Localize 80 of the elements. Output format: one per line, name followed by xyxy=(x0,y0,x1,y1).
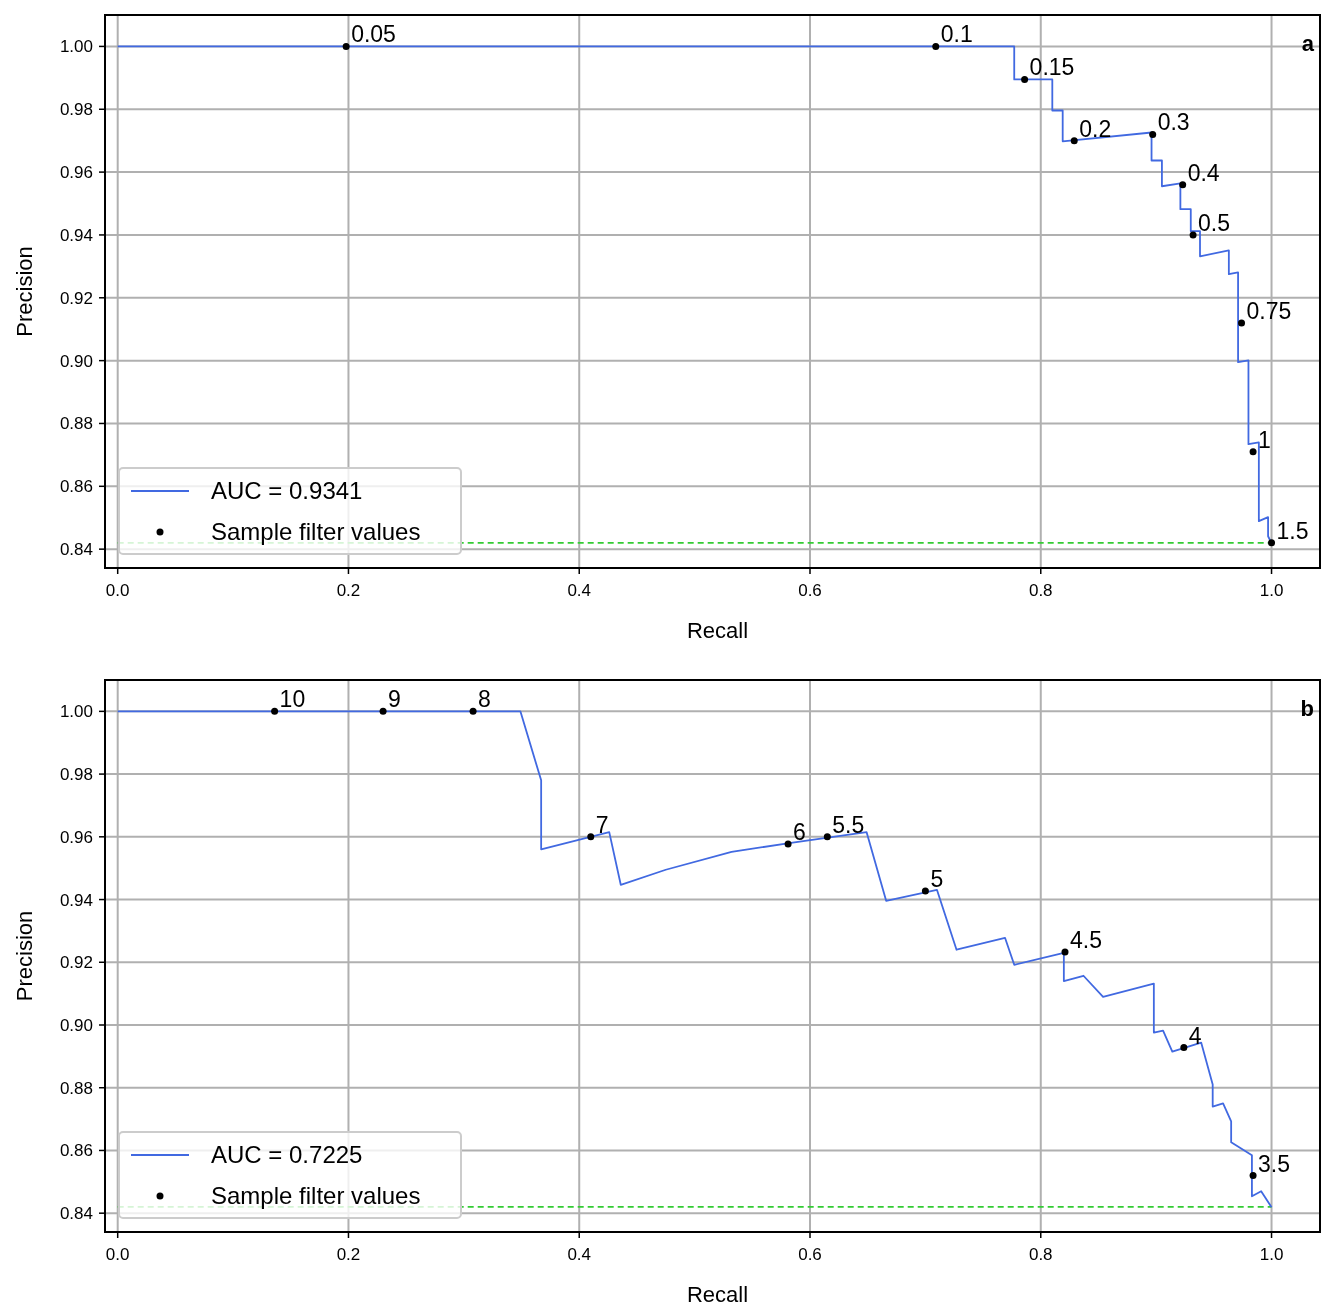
point xyxy=(1249,1172,1257,1180)
point xyxy=(1070,137,1078,145)
annotation: 0.5 xyxy=(1198,209,1231,236)
y-axis-title: Precision xyxy=(12,246,37,337)
point xyxy=(469,707,477,715)
point xyxy=(823,833,831,841)
legend-label: Sample filter values xyxy=(211,1182,421,1209)
point xyxy=(1249,448,1257,456)
y-tick-label: 0.98 xyxy=(59,765,93,785)
point xyxy=(1061,948,1069,956)
y-tick-label: 0.88 xyxy=(59,414,93,434)
point xyxy=(1021,75,1029,83)
y-tick-label: 0.88 xyxy=(59,1078,93,1098)
y-tick-label: 0.92 xyxy=(59,288,93,308)
legend-label: Sample filter values xyxy=(211,518,421,545)
x-tick-label: 0.0 xyxy=(105,1245,130,1264)
legend-label: AUC = 0.9341 xyxy=(211,477,363,504)
y-tick-label: 1.00 xyxy=(59,702,93,722)
x-tick-label: 0.6 xyxy=(798,581,822,600)
y-tick-label: 0.90 xyxy=(59,1016,93,1035)
annotation: 9 xyxy=(388,686,401,713)
y-tick-label: 0.94 xyxy=(59,890,93,910)
annotation: 7 xyxy=(595,811,609,838)
annotation: 0.2 xyxy=(1079,115,1112,142)
x-axis-title: Recall xyxy=(686,618,749,643)
y-tick-label: 0.96 xyxy=(59,827,93,847)
point xyxy=(921,887,929,895)
x-tick-label: 0.8 xyxy=(1028,581,1053,600)
annotation: 0.05 xyxy=(351,21,396,48)
annotation: 1.5 xyxy=(1276,517,1309,544)
y-tick-label: 0.96 xyxy=(59,163,93,183)
annotation: 5.5 xyxy=(832,811,865,838)
point xyxy=(587,833,595,841)
annotation: 1 xyxy=(1258,426,1271,453)
annotation: b xyxy=(1300,696,1314,721)
x-tick-label: 0.4 xyxy=(567,1245,592,1264)
annotation: 0.1 xyxy=(940,21,973,48)
point xyxy=(1238,319,1246,327)
y-axis-title: Precision xyxy=(12,910,37,1002)
legend-label: AUC = 0.7225 xyxy=(211,1141,363,1168)
x-tick-label: 0.4 xyxy=(567,581,592,600)
y-tick-label: 0.92 xyxy=(59,953,93,973)
point xyxy=(1189,231,1197,239)
annotation: 4.5 xyxy=(1070,926,1102,953)
point xyxy=(1179,181,1187,189)
point xyxy=(379,707,387,715)
point xyxy=(1268,539,1276,547)
annotation: 8 xyxy=(478,686,491,713)
annotation: 10 xyxy=(279,686,306,713)
point xyxy=(1149,130,1157,138)
annotation: a xyxy=(1301,31,1315,56)
x-axis-title: Recall xyxy=(686,1282,749,1305)
point xyxy=(784,840,792,848)
annotation: 4 xyxy=(1188,1022,1202,1049)
x-tick-label: 0.2 xyxy=(336,581,361,600)
y-tick-label: 0.84 xyxy=(59,1204,93,1224)
x-tick-label: 1.0 xyxy=(1259,1245,1284,1264)
annotation: 0.75 xyxy=(1246,297,1292,324)
x-tick-label: 0.6 xyxy=(798,1245,822,1264)
y-tick-label: 0.84 xyxy=(59,540,93,560)
x-tick-label: 1.0 xyxy=(1259,581,1284,600)
point xyxy=(932,42,940,50)
x-tick-label: 0.2 xyxy=(336,1245,361,1264)
y-tick-label: 0.86 xyxy=(59,477,93,497)
y-tick-label: 1.00 xyxy=(59,37,93,57)
annotation: 0.15 xyxy=(1029,54,1075,81)
y-tick-label: 0.94 xyxy=(59,225,93,245)
x-tick-label: 0.8 xyxy=(1028,1245,1053,1264)
annotation: 0.3 xyxy=(1157,109,1190,136)
point xyxy=(342,42,350,50)
point xyxy=(1180,1044,1188,1052)
annotation: 0.4 xyxy=(1187,159,1220,186)
annotation: 3.5 xyxy=(1258,1150,1291,1177)
annotation: 5 xyxy=(930,866,944,893)
y-tick-label: 0.86 xyxy=(59,1141,93,1161)
annotation: 6 xyxy=(793,819,806,846)
y-tick-label: 0.98 xyxy=(59,100,93,120)
x-tick-label: 0.0 xyxy=(105,581,130,600)
point xyxy=(271,707,279,715)
y-tick-label: 0.90 xyxy=(59,351,93,371)
